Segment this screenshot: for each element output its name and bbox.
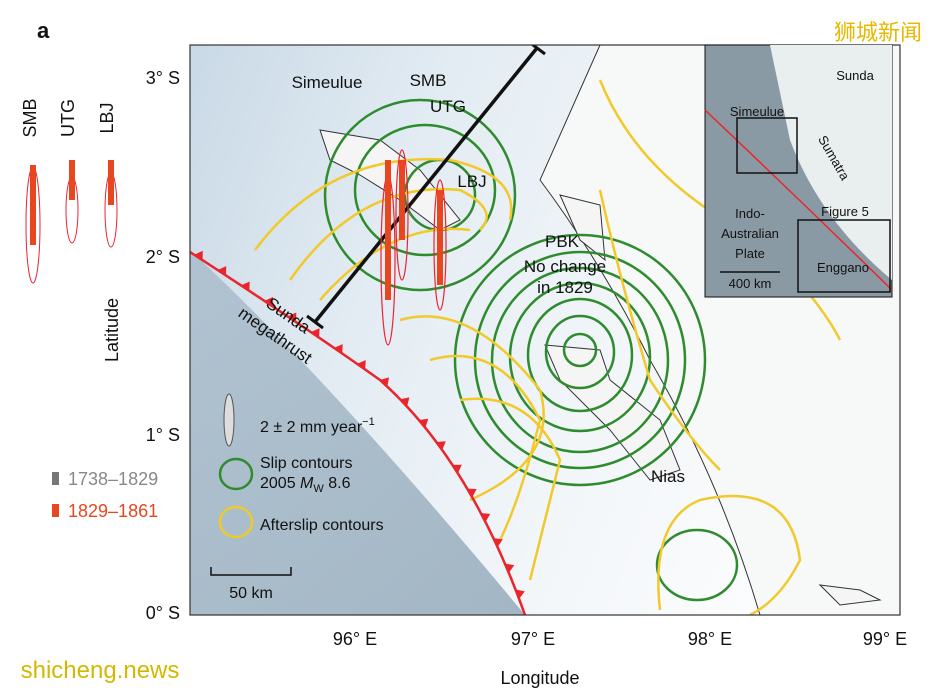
x-tick-label: 97° E [511,629,555,649]
inset-scale: 400 km [729,276,772,291]
x-tick-label: 98° E [688,629,732,649]
watermark: 狮城新闻 [834,20,922,45]
watermark: shicheng.news [21,657,180,684]
legend-text: 2 ± 2 mm year−1 [260,416,375,436]
inset-label: Indo- [735,206,765,221]
x-tick-label: 99° E [863,629,907,649]
trench-tooth [310,328,320,338]
inset-label: Australian [721,226,779,241]
transect [313,46,539,324]
y-tick-label: 0° S [146,603,180,623]
trench-tooth [504,563,515,573]
trench-tooth [287,312,297,322]
station-label: PBK [545,232,580,251]
trench-tooth [194,250,203,261]
y-axis-label: Latitude [102,298,122,362]
trench-tooth [400,397,410,407]
annotation: No change [524,257,606,276]
legend-text: 1829–1861 [68,501,158,521]
place-label: Simeulue [292,73,363,92]
trench-tooth [357,360,366,370]
side-label: LBJ [97,102,117,133]
trench-tooth [493,538,503,548]
trench-tooth [264,296,273,307]
side-symbols: SMB UTG LBJ 1738–1829 1829–1861 [20,98,158,521]
y-tick-label: 1° S [146,425,180,445]
trench-tooth [452,464,462,474]
slip-contours [323,98,739,602]
side-label: UTG [58,99,78,137]
station-label: UTG [430,97,466,116]
trench-tooth [241,281,250,291]
x-axis-label: Longitude [500,668,579,688]
trench-tooth [379,377,390,387]
map-frame [189,44,901,616]
station-label: SMB [410,71,447,90]
legend: 2 ± 2 mm year−1 Slip contours 2005 MW 8.… [210,393,384,602]
trench-tooth [418,418,429,428]
legend-text: 2005 MW 8.6 [260,475,351,495]
trench-tooth [217,266,227,276]
trench-tooth [334,344,343,354]
inset-label: Plate [735,246,765,261]
scale-label: 50 km [229,585,273,602]
annotation: in 1829 [537,278,593,297]
transect-end [530,45,546,56]
inset-label: Enggano [817,260,869,275]
x-tick-label: 96° E [333,629,377,649]
place-label: Nias [651,467,685,486]
inset-label: Figure 5 [821,204,869,219]
inset-label: Sunda [836,68,874,83]
inset: Sunda Simeulue Sumatra Indo- Australian … [704,44,893,298]
velocity-bars [380,149,447,346]
side-label: SMB [20,98,40,137]
transect-end [306,314,324,330]
legend-text: 1738–1829 [68,469,158,489]
y-tick-label: 3° S [146,68,180,88]
legend-text: Slip contours [260,455,353,472]
trench-teeth [194,250,525,599]
trench-tooth [436,441,446,451]
legend-text: Afterslip contours [260,517,384,534]
station-label: LBJ [457,172,486,191]
panel-label: a [37,18,50,43]
trench [190,250,527,615]
trench-tooth [515,589,525,599]
trench-tooth [467,488,477,498]
trench-tooth [480,513,491,522]
axis-ticks: 96° E 97° E 98° E 99° E 3° S 2° S 1° S 0… [102,68,907,688]
y-tick-label: 2° S [146,247,180,267]
inset-label: Simeulue [730,104,784,119]
